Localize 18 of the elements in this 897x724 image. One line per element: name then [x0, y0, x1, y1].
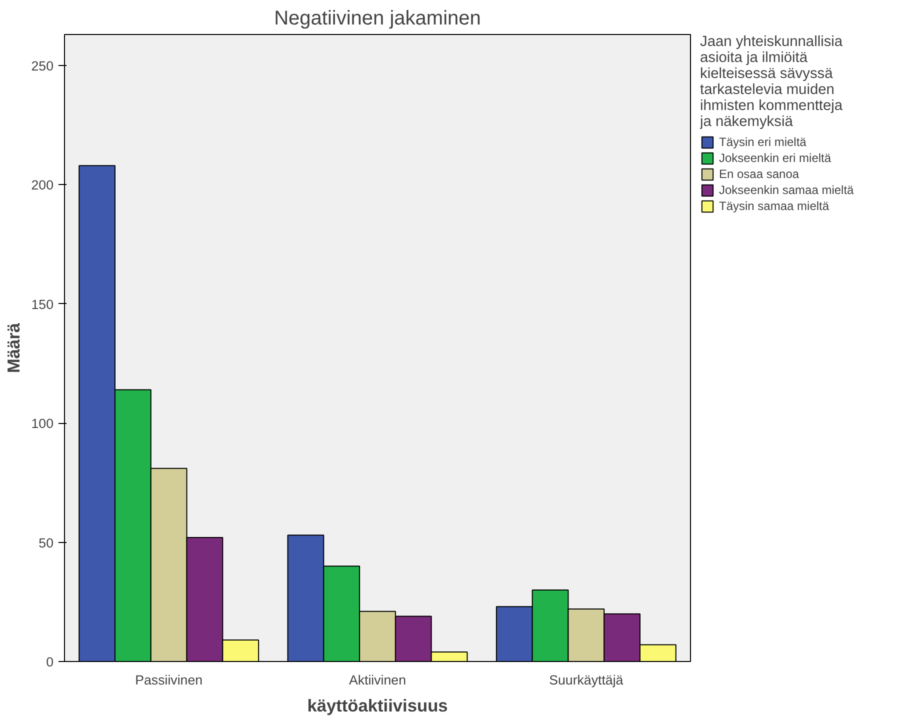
legend-label: Täysin samaa mieltä	[719, 199, 830, 213]
legend-label: Jokseenkin eri mieltä	[719, 151, 832, 165]
x-axis-title: käyttöaktiivisuus	[307, 696, 448, 716]
y-tick-label: 0	[46, 654, 54, 670]
legend-label: Täysin eri mieltä	[719, 135, 806, 149]
y-tick-label: 50	[38, 535, 54, 550]
y-tick-label: 250	[31, 58, 54, 74]
x-tick-label: Passiivinen	[135, 672, 203, 688]
legend-title: Jaan yhteiskunnallisia asioita ja ilmiöitä kielteisessä sävyssä tarkastelevia muiden ihmisten kommentteja ja näkemyksiä	[700, 34, 844, 130]
y-tick-label: 100	[31, 416, 54, 432]
x-tick-label: Suurkäyttäjä	[549, 672, 624, 688]
y-tick-label: 150	[31, 296, 54, 312]
y-tick-label: 200	[31, 178, 54, 193]
legend-label: En osaa sanoa	[719, 167, 800, 181]
y-axis-title: Määrä	[3, 322, 24, 374]
chart-title: Negatiivinen jakaminen	[274, 8, 481, 30]
legend-label: Jokseenkin samaa mieltä	[719, 183, 854, 197]
x-tick-label: Aktiivinen	[348, 672, 406, 688]
